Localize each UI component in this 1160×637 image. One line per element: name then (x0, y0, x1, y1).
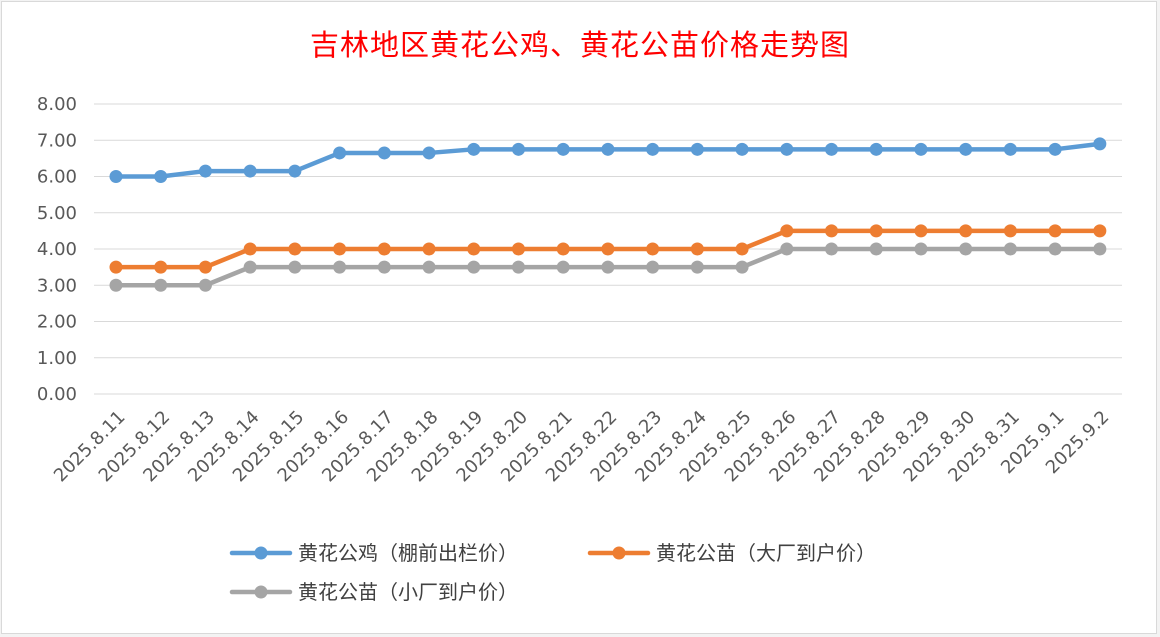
data-point (869, 242, 883, 256)
legend-entry: 黄花公苗（大厂到户价） (587, 541, 876, 565)
series-1 (109, 137, 1107, 183)
series-2 (109, 224, 1107, 274)
y-axis-ticks: 0.00 1.00 2.00 3.00 4.00 5.00 6.00 7.00 8.00 (37, 94, 77, 405)
data-point (601, 242, 615, 256)
data-point (198, 260, 212, 274)
data-point (333, 260, 347, 274)
data-point (243, 260, 257, 274)
data-point (467, 242, 481, 256)
data-point (959, 142, 973, 156)
legend-entry: 黄花公苗（小厂到户价） (229, 580, 518, 604)
data-point (288, 260, 302, 274)
data-point (825, 242, 839, 256)
data-point (690, 242, 704, 256)
data-point (646, 260, 660, 274)
data-point (377, 146, 391, 160)
legend: 黄花公鸡（棚前出栏价） 黄花公苗（大厂到户价） 黄花公苗（小厂到户价） (229, 541, 876, 604)
y-tick-label: 3.00 (37, 275, 77, 296)
data-point (1003, 142, 1017, 156)
legend-entry: 黄花公鸡（棚前出栏价） (229, 541, 518, 565)
data-point (288, 164, 302, 178)
series-lines (109, 137, 1107, 292)
data-point (690, 260, 704, 274)
data-point (1003, 224, 1017, 238)
data-point (1003, 242, 1017, 256)
data-point (780, 142, 794, 156)
data-point (556, 142, 570, 156)
data-point (511, 260, 525, 274)
data-point (556, 260, 570, 274)
data-point (198, 164, 212, 178)
data-point (154, 278, 168, 292)
series-3 (109, 242, 1107, 292)
data-point (422, 242, 436, 256)
data-point (198, 278, 212, 292)
data-point (154, 170, 168, 183)
chart-title: 吉林地区黄花公鸡、黄花公苗价格走势图 (309, 28, 850, 62)
y-tick-label: 7.00 (37, 130, 77, 151)
y-tick-label: 1.00 (37, 348, 77, 369)
data-point (333, 242, 347, 256)
data-point (333, 146, 347, 160)
data-point (1048, 224, 1062, 238)
y-tick-label: 4.00 (37, 239, 77, 260)
y-tick-label: 6.00 (37, 167, 77, 188)
data-point (377, 260, 391, 274)
data-point (780, 242, 794, 256)
data-point (154, 260, 168, 274)
data-point (780, 224, 794, 238)
data-point (288, 242, 302, 256)
legend-label: 黄花公鸡（棚前出栏价） (298, 541, 518, 565)
data-point (467, 260, 481, 274)
data-point (735, 242, 749, 256)
data-point (109, 278, 123, 292)
data-point (1093, 242, 1107, 256)
data-point (646, 142, 660, 156)
data-point (422, 260, 436, 274)
data-point (959, 242, 973, 256)
data-point (825, 142, 839, 156)
legend-swatch-marker (254, 585, 268, 599)
data-point (735, 260, 749, 274)
data-point (1048, 142, 1062, 156)
data-point (914, 224, 928, 238)
data-point (109, 260, 123, 274)
data-point (1093, 137, 1107, 151)
data-point (869, 224, 883, 238)
x-axis-ticks: 2025.8.112025.8.122025.8.132025.8.142025… (50, 407, 1113, 487)
data-point (601, 142, 615, 156)
data-point (646, 242, 660, 256)
data-point (914, 242, 928, 256)
y-tick-label: 2.00 (37, 312, 77, 333)
data-point (556, 242, 570, 256)
data-point (735, 142, 749, 156)
y-tick-label: 0.00 (37, 384, 77, 405)
data-point (377, 242, 391, 256)
data-point (690, 142, 704, 156)
data-point (959, 224, 973, 238)
legend-label: 黄花公苗（小厂到户价） (298, 580, 518, 604)
data-point (869, 142, 883, 156)
y-tick-label: 5.00 (37, 203, 77, 224)
data-point (511, 242, 525, 256)
data-point (1093, 224, 1107, 238)
data-point (914, 142, 928, 156)
gridlines (94, 103, 1122, 395)
data-point (467, 142, 481, 156)
data-point (109, 170, 123, 183)
data-point (825, 224, 839, 238)
legend-label: 黄花公苗（大厂到户价） (656, 541, 876, 565)
data-point (601, 260, 615, 274)
legend-swatch-marker (254, 546, 268, 560)
data-point (1048, 242, 1062, 256)
data-point (511, 142, 525, 156)
legend-swatch-marker (612, 546, 626, 560)
data-point (422, 146, 436, 160)
data-point (243, 164, 257, 178)
data-point (243, 242, 257, 256)
y-tick-label: 8.00 (37, 94, 77, 115)
